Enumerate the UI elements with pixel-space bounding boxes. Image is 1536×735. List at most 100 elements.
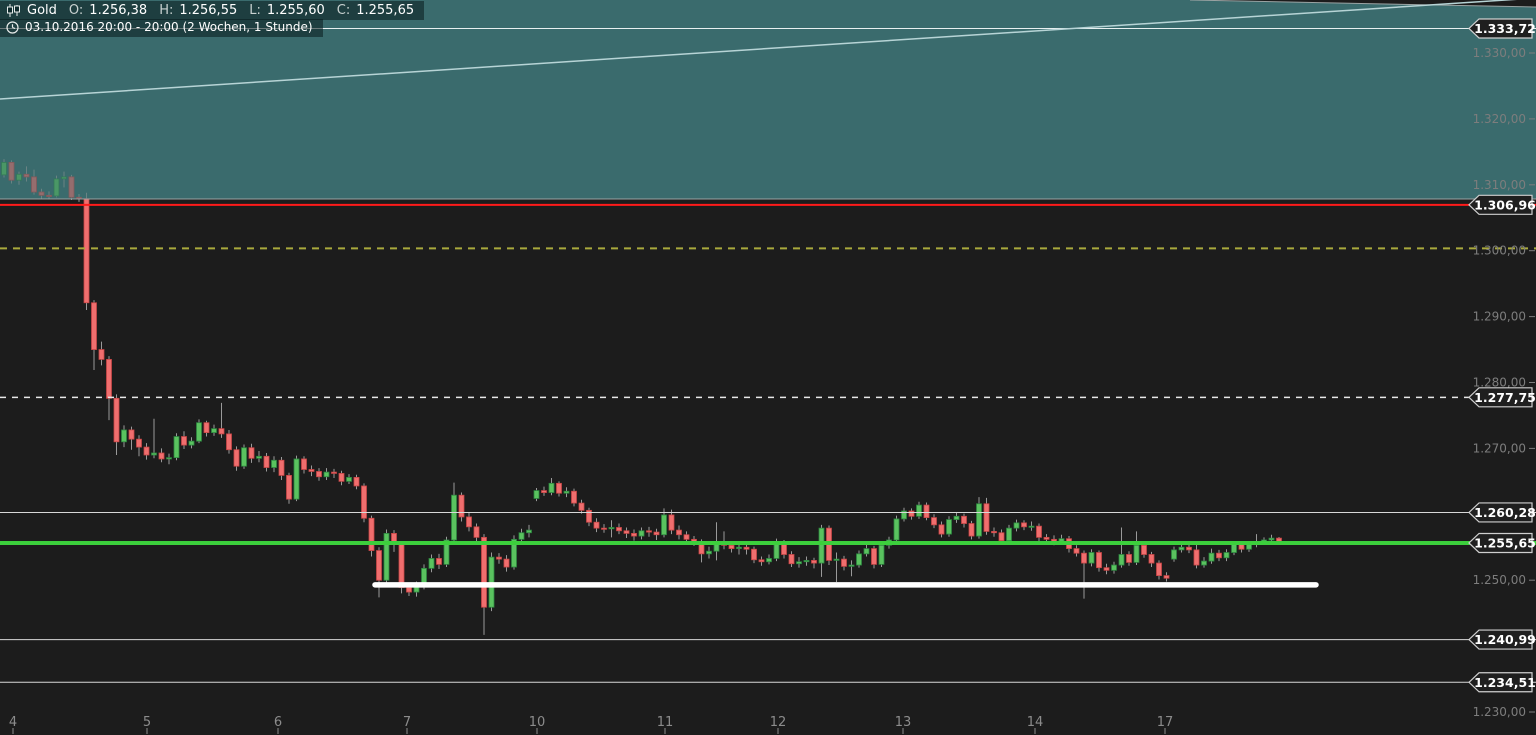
candle-up bbox=[428, 558, 435, 569]
candle-up bbox=[151, 452, 157, 456]
candle-down bbox=[91, 302, 97, 350]
candle-up bbox=[863, 548, 870, 555]
candle-down bbox=[616, 527, 622, 532]
price-tag-1.306,96[interactable]: 1.306,96 bbox=[1468, 194, 1536, 215]
candle-up bbox=[1208, 552, 1215, 562]
candle-down bbox=[728, 544, 735, 549]
candle-down bbox=[1081, 552, 1087, 564]
price-tag-shape bbox=[1468, 18, 1533, 39]
price-tag-1.234,51[interactable]: 1.234,51 bbox=[1468, 672, 1536, 693]
candle-up bbox=[1231, 543, 1237, 553]
time-axis-label: 6 bbox=[274, 715, 282, 730]
candle-up bbox=[518, 532, 525, 540]
instrument-ohlc-bar: Gold O: 1.256,38 H: 1.256,55 L: 1.255,60… bbox=[0, 1, 425, 20]
candle-down bbox=[106, 359, 112, 399]
candle-down bbox=[961, 515, 967, 524]
candle-up bbox=[526, 529, 532, 534]
candle-up bbox=[796, 561, 802, 565]
price-axis-label: 1.330,00 bbox=[1473, 46, 1526, 60]
instrument-name: Gold bbox=[27, 3, 57, 18]
close-value: 1.255,65 bbox=[356, 3, 415, 18]
candle-down bbox=[248, 447, 255, 459]
candle-up bbox=[706, 550, 712, 555]
candle-up bbox=[173, 436, 180, 459]
candle-down bbox=[458, 494, 465, 518]
candle-down bbox=[556, 482, 562, 494]
time-axis[interactable]: 4 5 6 7 10 11 12 13 14 17 bbox=[9, 715, 1173, 734]
candle-down bbox=[541, 490, 547, 493]
candle-down bbox=[83, 198, 90, 304]
candle-down bbox=[841, 558, 847, 567]
candle-up bbox=[188, 440, 195, 446]
candle-up bbox=[166, 457, 172, 460]
candle-down bbox=[1036, 525, 1042, 538]
candle-up bbox=[848, 564, 855, 567]
candle-down bbox=[301, 458, 307, 470]
price-axis[interactable]: 1.330,00 1.320,00 1.310,00 1.300,00 1.290,00… bbox=[1473, 46, 1535, 719]
candle-up bbox=[766, 558, 772, 563]
candle-down bbox=[496, 556, 502, 560]
candle-up bbox=[661, 514, 667, 536]
price-tag-text: 1.333,72 bbox=[1474, 21, 1536, 36]
candle-down bbox=[623, 530, 630, 534]
open-label: O: bbox=[68, 3, 84, 18]
time-axis-label: 10 bbox=[529, 715, 546, 730]
candle-down bbox=[263, 455, 270, 468]
price-tag-text: 1.234,51 bbox=[1474, 675, 1536, 690]
price-axis-label: 1.300,00 bbox=[1473, 244, 1526, 258]
candle-down bbox=[338, 473, 345, 482]
price-tag-text: 1.240,99 bbox=[1474, 632, 1536, 647]
descending-boundary-line[interactable] bbox=[1189, 0, 1536, 8]
price-tag-shape bbox=[1468, 194, 1533, 215]
candle-down bbox=[368, 517, 375, 551]
high-value: 1.256,55 bbox=[179, 3, 238, 18]
candle-down bbox=[1126, 554, 1132, 563]
price-tag-shape bbox=[1468, 387, 1533, 408]
candle-down bbox=[481, 536, 487, 608]
candle-up bbox=[856, 553, 862, 566]
time-axis-label: 12 bbox=[770, 715, 787, 730]
candle-down bbox=[676, 529, 682, 536]
candle-down bbox=[1096, 552, 1102, 569]
candle-down bbox=[586, 509, 592, 523]
candle-up bbox=[533, 490, 540, 499]
candle-down bbox=[788, 554, 795, 565]
high-label: H: bbox=[159, 3, 174, 18]
timeframe-bar: 03.10.2016 20:00 - 20:00 (2 Wochen, 1 St… bbox=[0, 19, 323, 37]
candle-down bbox=[398, 544, 405, 588]
candle-up bbox=[413, 586, 420, 593]
candle-up bbox=[901, 510, 907, 520]
candle-up bbox=[953, 515, 960, 520]
price-tag-text: 1.306,96 bbox=[1474, 197, 1536, 212]
candle-up bbox=[1268, 537, 1275, 541]
clock-icon bbox=[6, 21, 19, 34]
price-tag-shape bbox=[1468, 502, 1533, 523]
price-tag-1.333,72[interactable]: 1.333,72 bbox=[1468, 18, 1536, 39]
candle-down bbox=[1216, 552, 1222, 559]
candle-up bbox=[196, 422, 202, 442]
candle-up bbox=[833, 558, 840, 561]
time-axis-label: 4 bbox=[9, 715, 17, 730]
candle-down bbox=[743, 546, 750, 550]
price-tag-1.260,28[interactable]: 1.260,28 bbox=[1468, 502, 1536, 523]
period-text: 03.10.2016 20:00 - 20:00 (2 Wochen, 1 St… bbox=[25, 20, 313, 34]
price-tag-1.240,99[interactable]: 1.240,99 bbox=[1468, 629, 1536, 650]
candle-down bbox=[203, 422, 210, 433]
candle-up bbox=[976, 503, 982, 537]
candle-down bbox=[466, 516, 472, 528]
ascending-trendline[interactable] bbox=[0, 0, 1536, 100]
price-tag-1.255,65[interactable]: 1.255,65 bbox=[1468, 532, 1536, 554]
candle-down bbox=[938, 524, 945, 535]
candle-down bbox=[601, 527, 607, 530]
candle-down bbox=[1073, 548, 1080, 554]
candle-down bbox=[593, 521, 600, 529]
candle-up bbox=[1133, 544, 1140, 563]
price-tag-1.277,75[interactable]: 1.277,75 bbox=[1468, 387, 1536, 408]
candle-up bbox=[1028, 525, 1035, 528]
candle-up bbox=[773, 542, 780, 559]
candle-down bbox=[98, 349, 105, 360]
candle-up bbox=[946, 519, 952, 535]
candle-down bbox=[158, 452, 165, 460]
